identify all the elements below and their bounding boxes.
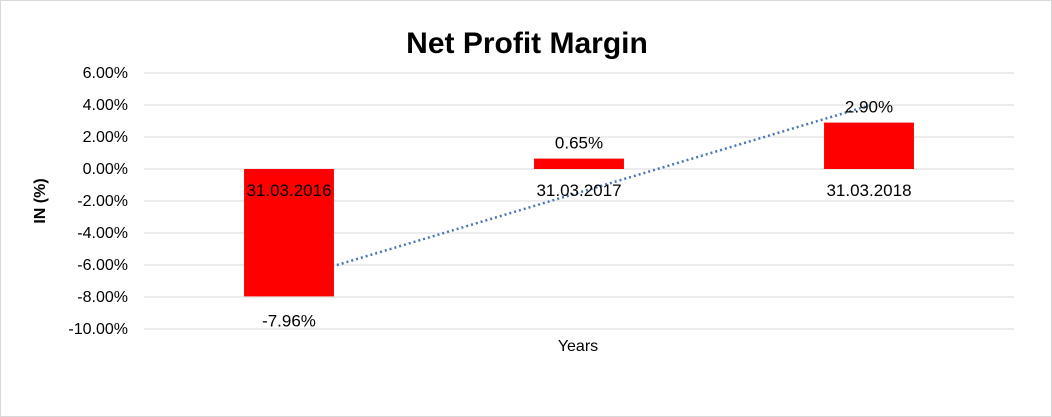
y-tick-label: -2.00% xyxy=(77,193,128,210)
y-tick-label: 2.00% xyxy=(83,129,128,146)
y-tick-label: -10.00% xyxy=(68,321,128,338)
trendline-layer xyxy=(288,104,870,281)
y-tick-label: -8.00% xyxy=(77,289,128,306)
data-label: 2.90% xyxy=(845,98,893,117)
category-label: 31.03.2016 xyxy=(246,181,331,200)
y-tick-label: 6.00% xyxy=(83,65,128,82)
y-tick-label: -6.00% xyxy=(77,257,128,274)
y-tick-label: 0.00% xyxy=(83,161,128,178)
category-label: 31.03.2017 xyxy=(536,181,621,200)
bar-31.03.2018 xyxy=(824,122,914,169)
bars xyxy=(244,122,914,297)
category-label: 31.03.2018 xyxy=(826,181,911,200)
trendline xyxy=(288,104,870,281)
y-axis-title: IN (%) xyxy=(32,178,49,223)
data-label: 0.65% xyxy=(555,134,603,153)
labels: 31.03.2016 -7.96% 31.03.2017 0.65% 31.03.201… xyxy=(246,98,911,331)
data-label: -7.96% xyxy=(262,311,316,330)
bar-31.03.2017 xyxy=(534,158,624,169)
chart-title: Net Profit Margin xyxy=(406,27,648,60)
y-tick-label: -4.00% xyxy=(77,225,128,242)
bar-31.03.2016 xyxy=(244,169,334,297)
y-axis-ticks: 6.00% 4.00% 2.00% 0.00% -2.00% -4.00% -6.00% -8… xyxy=(68,65,128,338)
y-tick-label: 4.00% xyxy=(83,97,128,114)
x-axis-title: Years xyxy=(558,338,598,355)
